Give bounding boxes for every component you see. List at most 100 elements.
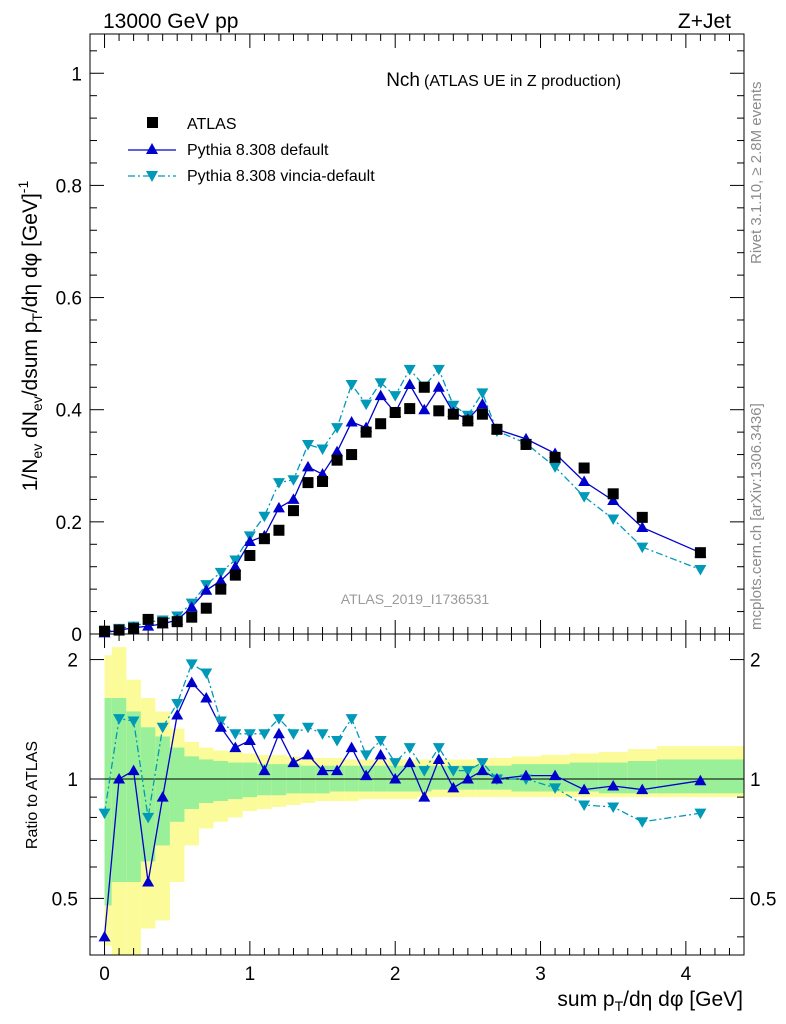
band-inner-bin xyxy=(184,756,199,810)
point-atlas xyxy=(578,462,590,474)
y-tick-label: 0.8 xyxy=(56,176,82,197)
ratio-point-vincia xyxy=(113,714,126,725)
ratio-point-vincia xyxy=(432,743,445,754)
series-line-vincia xyxy=(104,368,701,633)
point-atlas xyxy=(433,405,445,417)
ratio-point-default xyxy=(374,748,387,760)
ratio-point-default xyxy=(200,692,213,703)
ratio-point-default xyxy=(171,708,184,720)
series-line-default xyxy=(104,383,701,634)
point-atlas xyxy=(404,403,416,415)
ratio-point-default xyxy=(694,774,707,786)
point-atlas xyxy=(462,415,474,427)
ratio-point-vincia xyxy=(171,698,184,710)
ratio-point-vincia xyxy=(447,766,460,777)
point-atlas xyxy=(287,505,299,517)
ratio-point-default xyxy=(636,783,649,795)
ratio-y-axis-label: Ratio to ATLAS xyxy=(24,741,41,849)
ratio-y-tick-label-right: 0.5 xyxy=(750,889,776,910)
plot-title: Nch xyxy=(386,70,420,91)
point-atlas xyxy=(128,622,140,634)
x-tick-label: 2 xyxy=(390,964,401,985)
ratio-point-vincia xyxy=(636,817,649,828)
point-atlas xyxy=(229,569,241,581)
point-atlas xyxy=(694,547,706,559)
ratio-point-default xyxy=(389,772,402,784)
analysis-watermark: ATLAS_2019_I1736531 xyxy=(341,591,490,607)
ratio-point-vincia xyxy=(200,668,213,680)
point-default xyxy=(432,381,445,392)
ratio-point-default xyxy=(607,780,620,791)
ratio-point-default xyxy=(578,783,591,795)
ratio-point-vincia xyxy=(331,736,344,747)
ratio-point-default xyxy=(520,769,532,781)
point-vincia xyxy=(389,391,402,402)
ratio-point-default xyxy=(345,741,358,753)
ratio-point-vincia xyxy=(578,800,591,811)
band-inner-bin xyxy=(300,765,316,794)
ratio-point-default xyxy=(461,772,474,784)
ratio-point-vincia xyxy=(549,783,562,794)
point-vincia xyxy=(316,444,329,455)
point-vincia xyxy=(374,378,387,389)
legend-label-vincia: Pythia 8.308 vincia-default xyxy=(187,168,375,185)
ratio-line-vincia xyxy=(103,662,701,823)
point-vincia xyxy=(345,379,358,391)
legend-marker-default xyxy=(146,143,158,154)
point-atlas xyxy=(200,602,212,614)
ratio-point-vincia xyxy=(403,743,416,754)
point-atlas xyxy=(302,477,314,489)
point-atlas xyxy=(389,407,401,419)
point-vincia xyxy=(476,388,489,399)
ratio-y-tick-label: 1 xyxy=(67,770,78,791)
plot-subtitle: (ATLAS UE in Z production) xyxy=(424,73,621,90)
ratio-point-vincia xyxy=(243,729,256,740)
y-tick-label: 1 xyxy=(71,64,82,85)
point-atlas xyxy=(273,524,285,536)
ratio-point-default xyxy=(447,781,460,793)
point-default xyxy=(636,521,649,532)
x-tick-label: 1 xyxy=(245,964,256,985)
point-default xyxy=(403,378,416,389)
legend-marker-vincia xyxy=(146,171,158,182)
main-y-axis-label: 1/Nev dNev/dsum pT/dη dφ [GeV]-1 xyxy=(15,181,45,492)
ratio-point-default xyxy=(549,769,562,781)
ratio-y-tick-label: 0.5 xyxy=(52,889,78,910)
band-inner-bin xyxy=(446,765,461,790)
point-vincia xyxy=(331,423,344,434)
point-default xyxy=(142,620,155,631)
point-default xyxy=(345,416,358,427)
point-vincia xyxy=(607,514,620,526)
point-atlas xyxy=(244,549,256,561)
header-process-label: 13000 GeV pp xyxy=(103,10,238,33)
y-tick-label: 0.4 xyxy=(56,401,83,422)
ratio-point-vincia xyxy=(476,758,489,769)
point-atlas xyxy=(142,613,154,625)
point-vincia xyxy=(302,439,314,451)
band-inner-bin xyxy=(199,759,214,803)
point-vincia xyxy=(214,567,227,579)
ratio-point-vincia xyxy=(258,729,271,740)
ratio-point-vincia xyxy=(287,729,300,740)
data-series xyxy=(98,364,707,942)
ratio-point-vincia xyxy=(694,808,707,820)
ratio-point-default xyxy=(243,734,256,746)
ratio-point-default xyxy=(403,756,416,768)
ratio-point-vincia xyxy=(272,714,285,725)
ratio-point-vincia xyxy=(98,808,111,820)
ratio-point-default xyxy=(476,764,489,776)
point-atlas xyxy=(636,511,648,523)
point-atlas xyxy=(113,624,125,636)
x-axis-label: sum pT/dη dφ [GeV] xyxy=(557,988,743,1014)
band-inner-bin xyxy=(213,761,229,802)
point-atlas xyxy=(317,475,329,487)
x-tick-label: 3 xyxy=(535,964,546,985)
ratio-point-default xyxy=(98,930,111,942)
ratio-point-vincia xyxy=(389,758,402,769)
ratio-point-vincia xyxy=(142,812,155,824)
ratio-point-vincia xyxy=(127,716,140,728)
legend-marker-atlas xyxy=(147,117,158,128)
point-vincia xyxy=(694,565,707,576)
point-atlas xyxy=(607,488,619,500)
